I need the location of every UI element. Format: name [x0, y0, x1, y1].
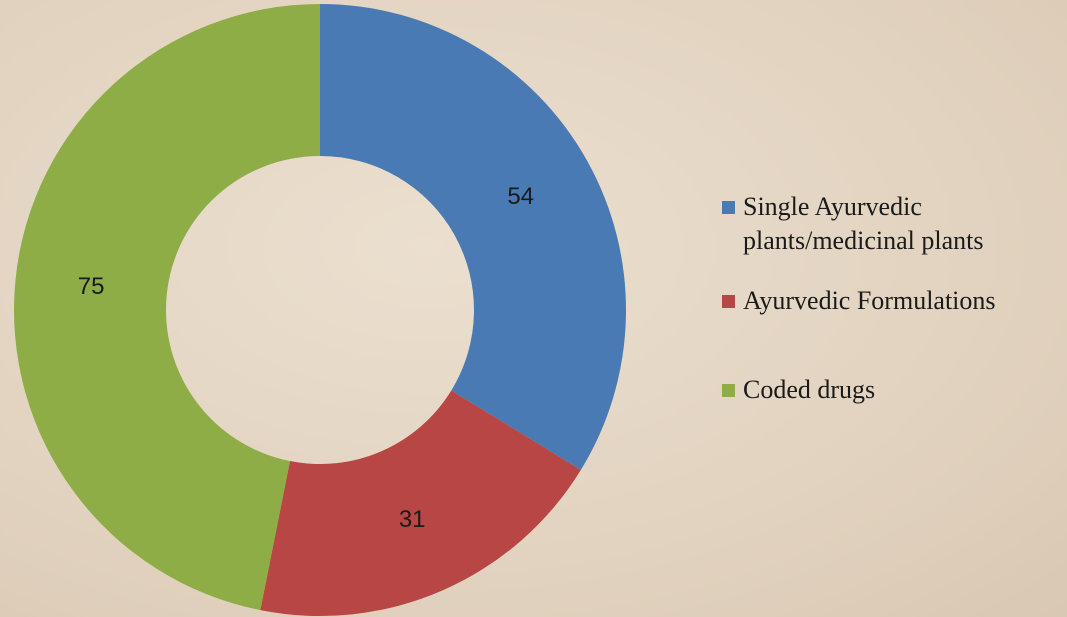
legend-entry: Single Ayurvedic plants/medicinal plants [722, 190, 993, 258]
legend-label: Coded drugs [743, 375, 876, 404]
legend-label: Ayurvedic Formulations [743, 286, 996, 315]
data-label: 54 [507, 183, 534, 210]
legend-swatch [722, 384, 735, 397]
donut-slice [13, 4, 321, 611]
donut-slice [320, 4, 626, 470]
legend-entry: Ayurvedic Formulations [722, 284, 1067, 318]
legend-label: Single Ayurvedic plants/medicinal plants [743, 192, 984, 255]
legend-entry: Coded drugs [722, 373, 1067, 407]
legend-swatch [722, 201, 735, 214]
data-label: 75 [78, 273, 105, 300]
donut-slice [260, 390, 581, 616]
data-label: 31 [399, 506, 426, 533]
legend-swatch [722, 295, 735, 308]
